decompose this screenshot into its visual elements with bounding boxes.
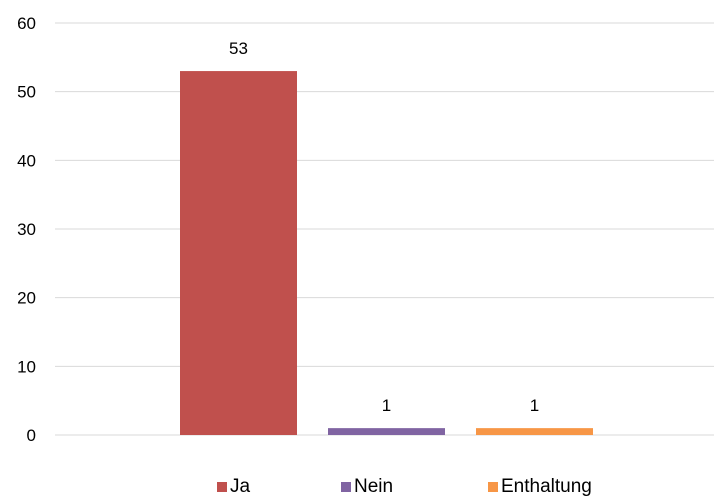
data-labels: 53 1 1 bbox=[229, 39, 539, 415]
legend: Ja Nein Enthaltung bbox=[0, 476, 714, 498]
bar-enthaltung bbox=[476, 428, 593, 435]
bar-ja bbox=[180, 71, 297, 436]
gridlines bbox=[55, 22, 714, 436]
legend-item-enthaltung: Enthaltung bbox=[488, 476, 592, 498]
bars bbox=[180, 71, 593, 436]
y-tick-label: 20 bbox=[17, 289, 36, 308]
data-label-enthaltung: 1 bbox=[530, 396, 539, 415]
y-tick-label: 40 bbox=[17, 151, 36, 170]
data-label-ja: 53 bbox=[229, 39, 248, 58]
bar-nein bbox=[328, 428, 445, 435]
legend-item-nein: Nein bbox=[341, 476, 393, 498]
legend-swatch-nein bbox=[341, 482, 351, 492]
legend-item-ja: Ja bbox=[217, 476, 250, 498]
legend-label-enthaltung: Enthaltung bbox=[501, 476, 592, 497]
y-tick-label: 10 bbox=[17, 357, 36, 376]
y-tick-label: 50 bbox=[17, 83, 36, 102]
legend-swatch-enthaltung bbox=[488, 482, 498, 492]
legend-label-nein: Nein bbox=[354, 476, 394, 497]
y-tick-label: 0 bbox=[27, 426, 36, 445]
y-tick-label: 60 bbox=[17, 14, 36, 33]
y-axis-ticks: 0 10 20 30 40 50 60 bbox=[17, 14, 36, 445]
legend-swatch-ja bbox=[217, 482, 227, 492]
legend-label-ja: Ja bbox=[230, 476, 251, 497]
data-label-nein: 1 bbox=[382, 396, 391, 415]
y-tick-label: 30 bbox=[17, 220, 36, 239]
